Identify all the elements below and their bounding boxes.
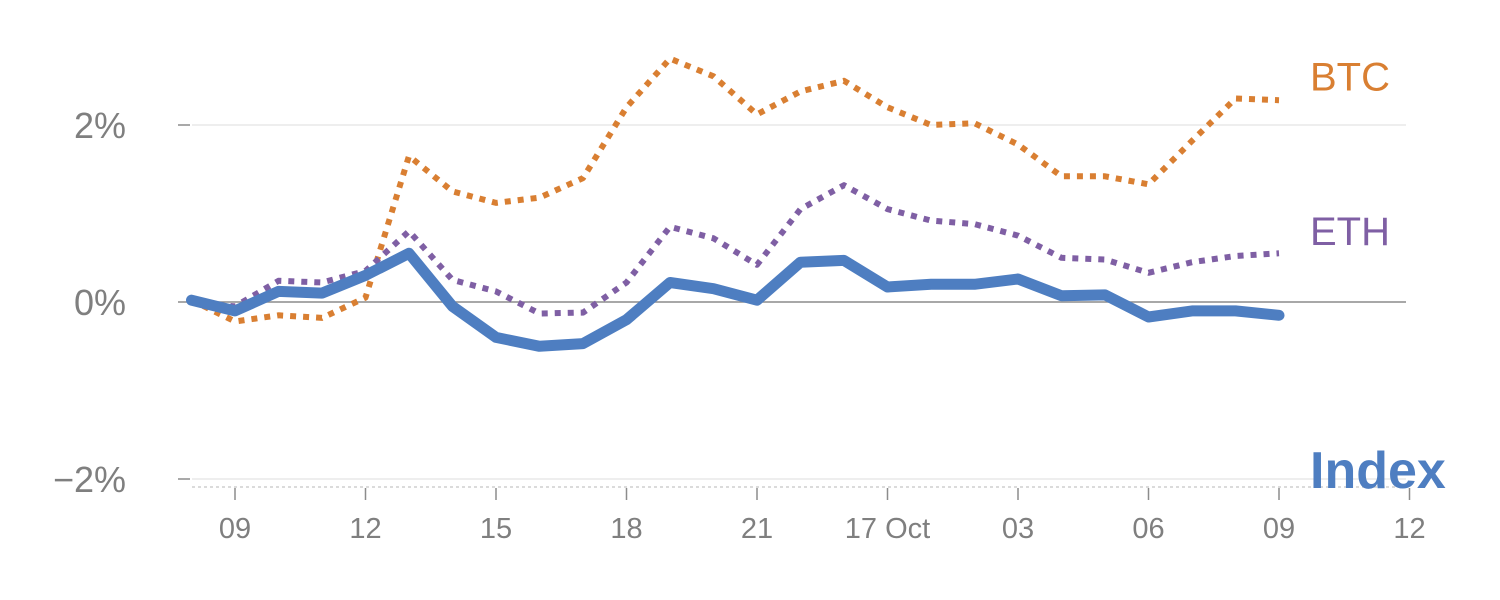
y-tick-label-2: −2% — [53, 459, 126, 500]
x-tick-label-3: 18 — [610, 513, 642, 545]
series-line-index — [186, 247, 1285, 352]
x-tick-label-5: 17 Oct — [845, 513, 930, 545]
y-tick-label-1: 0% — [74, 282, 126, 323]
x-tick-label-4: 21 — [741, 513, 773, 545]
x-tick-label-2: 15 — [480, 513, 512, 545]
x-tick-label-0: 09 — [219, 513, 251, 545]
series-label-btc: BTC — [1310, 55, 1390, 99]
y-tick-label-0: 2% — [74, 105, 126, 146]
series-layer — [186, 55, 1285, 352]
grid-layer — [192, 124, 1406, 480]
series-line-eth — [191, 182, 1280, 317]
series-label-eth: ETH — [1310, 210, 1390, 254]
series-label-index: Index — [1310, 442, 1446, 500]
x-tick-label-8: 09 — [1263, 513, 1295, 545]
x-tick-label-9: 12 — [1393, 513, 1425, 545]
x-tick-label-7: 06 — [1132, 513, 1164, 545]
x-tick-label-6: 03 — [1002, 513, 1034, 545]
label-layer: BTC ETH Index — [1310, 55, 1446, 500]
axis-layer: 2% 0% −2% 09 12 15 18 21 17 Oct 03 06 09 12 — [53, 105, 1426, 545]
x-tick-label-1: 12 — [349, 513, 381, 545]
